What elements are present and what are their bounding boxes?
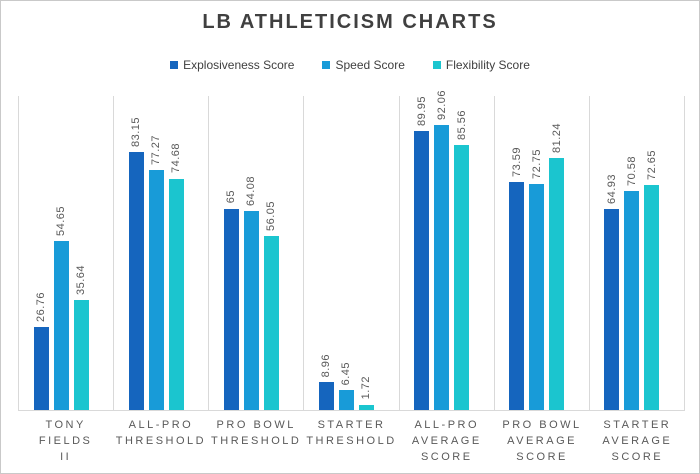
legend-swatch-icon [432,61,441,69]
category-label-tony-fields-ii: TONY FIELDS II [38,419,93,463]
chart-title: LB ATHLETICISM CHARTS [202,11,498,33]
category-label-starter-average-score: STARTER AVERAGE SCORE [602,419,673,463]
bar-explosiveness-score-starter-threshold [318,382,334,410]
data-label: 77.27 [150,135,163,166]
data-label: 56.05 [265,201,278,232]
category-column-starter-threshold: 8.96 6.45 1.72 [303,96,398,410]
plot-area: 26.76 54.65 35.64 83.15 77.27 74.68 65 64.08 56.… [18,90,685,411]
legend-label: Explosiveness Score [183,58,295,72]
bar-speed-score-pro-bowl-threshold [243,211,259,410]
data-label: 8.96 [320,353,333,378]
bar-explosiveness-score-tony-fields-ii [33,327,49,410]
data-label: 92.06 [435,89,448,120]
bar-explosiveness-score-starter-average-score [604,208,620,410]
legend-label: Flexibility Score [445,58,530,72]
data-label: 72.65 [645,149,658,180]
bar-flexibility-score-tony-fields-ii [73,299,89,410]
bar-speed-score-all-pro-average-score [434,124,450,410]
legend-item-explosiveness-score: Explosiveness Score [170,58,294,72]
data-label: 64.08 [245,176,258,207]
data-label: 26.76 [35,292,47,323]
category-column-all-pro-average-score: 89.95 92.06 85.56 [398,90,494,410]
data-label: 65 [225,190,238,204]
bar-explosiveness-score-all-pro-threshold [128,152,144,410]
category-label-all-pro-average-score: ALL-PRO AVERAGE SCORE [411,419,482,463]
bar-flexibility-score-pro-bowl-average-score [549,158,565,410]
legend-label: Speed Score [335,58,405,72]
category-label-all-pro-threshold: ALL-PRO THRESHOLD [115,419,207,447]
data-label: 35.64 [75,264,87,295]
data-label: 70.58 [625,156,638,187]
bar-speed-score-tony-fields-ii [53,240,69,410]
bar-speed-score-starter-threshold [338,390,354,410]
category-column-starter-average-score: 64.93 70.58 72.65 [588,96,685,410]
data-label: 6.45 [340,361,353,386]
data-label: 74.68 [170,143,183,174]
data-label: 81.24 [550,123,563,154]
data-label: 64.93 [605,173,618,204]
bar-explosiveness-score-pro-bowl-threshold [223,208,239,410]
bar-speed-score-starter-average-score [624,191,640,410]
bar-explosiveness-score-all-pro-average-score [414,131,430,410]
category-label-pro-bowl-average-score: PRO BOWL AVERAGE SCORE [502,419,582,463]
bar-speed-score-all-pro-threshold [148,170,164,410]
bar-flexibility-score-all-pro-threshold [168,178,184,410]
legend-swatch-icon [322,61,331,69]
chart-legend: Explosiveness Score Speed Score Flexibilit… [1,58,699,72]
category-column-pro-bowl-threshold: 65 64.08 56.05 [208,96,303,410]
data-label: 54.65 [55,205,67,236]
category-label-pro-bowl-threshold: PRO BOWL THRESHOLD [211,419,302,447]
legend-item-speed-score: Speed Score [322,58,405,72]
data-label: 73.59 [510,146,523,177]
data-label: 72.75 [530,149,543,180]
bar-flexibility-score-all-pro-average-score [454,144,470,410]
bar-speed-score-pro-bowl-average-score [529,184,545,410]
data-label: 89.95 [415,96,428,127]
category-label-starter-threshold: STARTER THRESHOLD [306,419,397,447]
legend-swatch-icon [170,61,179,69]
bar-flexibility-score-pro-bowl-threshold [263,236,279,410]
category-column-tony-fields-ii: 26.76 54.65 35.64 [18,96,113,410]
legend-item-flexibility-score: Flexibility Score [432,58,530,72]
category-axis: TONY FIELDS II ALL-PRO THRESHOLD PRO BOWL THR… [18,418,685,466]
category-column-pro-bowl-average-score: 73.59 72.75 81.24 [493,96,589,410]
data-label: 85.56 [455,109,468,140]
category-column-all-pro-threshold: 83.15 77.27 74.68 [113,96,208,410]
data-label: 1.72 [360,376,373,400]
bar-flexibility-score-starter-average-score [644,184,660,410]
data-label: 83.15 [130,117,143,148]
bar-flexibility-score-starter-threshold [358,404,374,410]
bar-explosiveness-score-pro-bowl-average-score [509,181,525,410]
